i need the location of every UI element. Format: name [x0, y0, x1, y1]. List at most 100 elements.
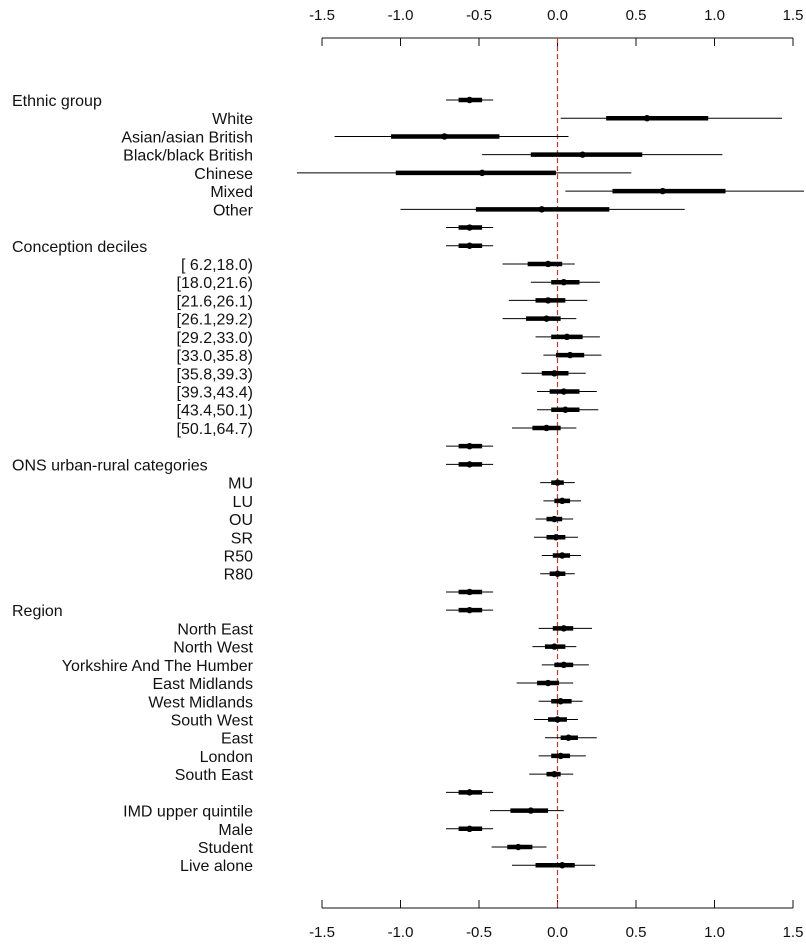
- point-estimate: [552, 534, 560, 541]
- row-label: [33.0,35.8): [177, 348, 254, 365]
- point-estimate: [515, 843, 522, 851]
- forest-row: Yorkshire And The Humber: [62, 658, 589, 675]
- forest-row: SR: [231, 530, 578, 547]
- forest-row: [50.1,64.7): [177, 421, 577, 438]
- top-tick-label: 1.5: [783, 7, 804, 24]
- point-estimate: [559, 552, 566, 559]
- point-estimate: [543, 315, 550, 322]
- forest-row: North East: [177, 621, 593, 638]
- forest-row: [39.3,43.4): [177, 385, 597, 402]
- row-label: Male: [218, 822, 253, 839]
- point-estimate: [466, 96, 473, 104]
- row-label: [35.8,39.3): [177, 366, 254, 383]
- forest-row: Live alone: [180, 858, 596, 875]
- point-estimate: [551, 515, 558, 523]
- row-label: [21.6,26.1): [177, 293, 254, 310]
- forest-row: R80: [224, 567, 575, 584]
- forest-row: South East: [175, 767, 574, 784]
- forest-row: Region: [12, 603, 494, 620]
- forest-row: [26.1,29.2): [177, 312, 577, 329]
- top-tick-label: 0.0: [547, 7, 568, 24]
- point-estimate: [559, 862, 566, 869]
- top-tick-label: -0.5: [466, 7, 492, 24]
- forest-row: London: [200, 749, 586, 766]
- point-estimate: [543, 424, 550, 432]
- forest-row: Asian/asian British: [121, 129, 569, 146]
- row-label: [50.1,64.7): [177, 421, 254, 438]
- row-label: [18.0,21.6): [177, 275, 254, 292]
- top-tick-label: -1.0: [388, 7, 414, 24]
- row-label: [26.1,29.2): [177, 312, 254, 329]
- row-label: East Midlands: [153, 676, 254, 693]
- forest-row: North West: [173, 640, 577, 657]
- forest-row: West Midlands: [148, 694, 583, 711]
- point-estimate: [544, 297, 552, 304]
- forest-row: Chinese: [194, 166, 632, 183]
- forest-row: IMD upper quintile: [123, 804, 564, 821]
- point-estimate: [466, 442, 473, 450]
- point-estimate: [559, 497, 566, 505]
- forest-row: [35.8,39.3): [177, 366, 586, 383]
- row-label: West Midlands: [148, 694, 253, 711]
- point-estimate: [551, 370, 558, 377]
- point-estimate: [466, 588, 473, 596]
- point-estimate: [557, 752, 564, 760]
- bottom-tick-label: 1.0: [704, 924, 725, 941]
- point-estimate: [566, 351, 574, 359]
- forest-row: East Midlands: [153, 676, 574, 693]
- forest-row: [446, 789, 494, 796]
- point-estimate: [544, 260, 552, 268]
- forest-row: MU: [228, 476, 575, 493]
- row-label: North East: [177, 621, 253, 638]
- point-estimate: [466, 224, 473, 231]
- forest-row: [21.6,26.1): [177, 293, 588, 310]
- x-axis-bottom: -1.5 -1.0 -0.5 0.0 0.5 1.0 1.5: [309, 900, 803, 941]
- point-estimate: [554, 716, 561, 723]
- forest-row: Mixed: [210, 184, 804, 201]
- point-estimate: [560, 279, 567, 286]
- row-label: MU: [228, 476, 253, 493]
- forest-row: Conception deciles: [12, 239, 494, 256]
- point-estimate: [544, 679, 552, 687]
- row-label: Live alone: [180, 858, 253, 875]
- row-label: South East: [175, 767, 254, 784]
- point-estimate: [563, 333, 571, 341]
- row-label: R80: [224, 567, 253, 584]
- point-estimate: [554, 570, 561, 577]
- top-tick-label: 0.5: [626, 7, 647, 24]
- group-header-label: Ethnic group: [12, 93, 102, 110]
- point-estimate: [466, 242, 473, 249]
- point-estimate: [478, 169, 486, 177]
- point-estimate: [551, 770, 558, 778]
- row-label: Other: [213, 202, 254, 219]
- forest-row: R50: [224, 549, 582, 566]
- point-estimate: [466, 789, 473, 796]
- point-estimate: [560, 388, 567, 395]
- forest-row: Other: [213, 202, 685, 219]
- row-label: East: [221, 731, 254, 748]
- point-estimate: [551, 643, 558, 650]
- bottom-tick-label: 1.5: [783, 924, 804, 941]
- row-label: LU: [233, 494, 253, 511]
- point-estimate: [466, 606, 473, 614]
- point-estimate: [554, 479, 561, 486]
- row-label: Asian/asian British: [121, 129, 253, 146]
- forest-row: East: [221, 731, 597, 748]
- group-header-label: Region: [12, 603, 63, 620]
- row-label: OU: [229, 512, 253, 529]
- row-label: Yorkshire And The Humber: [62, 658, 254, 675]
- forest-row: ONS urban-rural categories: [12, 457, 494, 474]
- point-estimate: [466, 825, 473, 832]
- bottom-tick-label: -1.0: [388, 924, 414, 941]
- row-label: SR: [231, 530, 253, 547]
- forest-row: OU: [229, 512, 574, 529]
- bottom-tick-label: -1.5: [309, 924, 335, 941]
- point-estimate: [560, 625, 567, 632]
- forest-row: [33.0,35.8): [177, 348, 602, 365]
- forest-row: Ethnic group: [12, 93, 494, 110]
- forest-row: [43.4,50.1): [177, 403, 599, 420]
- forest-row: [18.0,21.6): [177, 275, 600, 292]
